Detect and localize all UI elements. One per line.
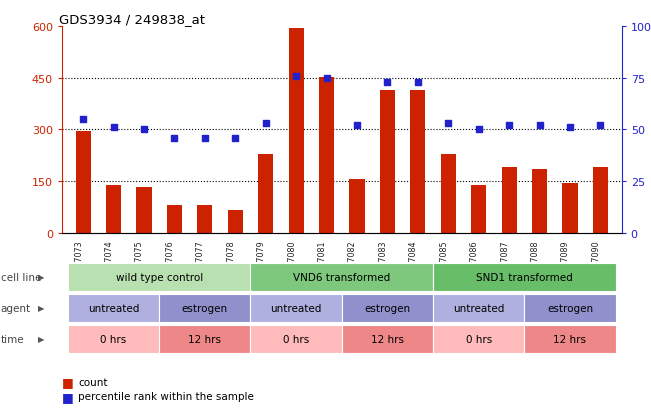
Bar [562, 183, 577, 233]
Bar [167, 206, 182, 233]
Text: time: time [1, 334, 24, 344]
Point [534, 123, 545, 129]
Point [565, 125, 575, 131]
Bar [441, 154, 456, 233]
Text: count: count [78, 377, 107, 387]
Text: agent: agent [1, 303, 31, 313]
Text: 0 hrs: 0 hrs [465, 334, 492, 344]
Text: GDS3934 / 249838_at: GDS3934 / 249838_at [59, 13, 205, 26]
Point [291, 73, 301, 80]
Text: ▶: ▶ [38, 273, 44, 282]
Text: ■: ■ [62, 375, 74, 389]
Text: untreated: untreated [270, 303, 322, 313]
Text: VND6 transformed: VND6 transformed [293, 272, 391, 282]
Point [230, 135, 240, 142]
Text: estrogen: estrogen [365, 303, 411, 313]
Bar [258, 154, 273, 233]
Text: untreated: untreated [453, 303, 505, 313]
Point [139, 127, 149, 133]
Bar [288, 29, 304, 233]
Text: wild type control: wild type control [116, 272, 203, 282]
Text: 0 hrs: 0 hrs [283, 334, 309, 344]
Text: cell line: cell line [1, 272, 41, 282]
Bar [501, 168, 517, 233]
Bar [137, 188, 152, 233]
Text: 12 hrs: 12 hrs [553, 334, 587, 344]
Point [413, 79, 423, 86]
Point [352, 123, 362, 129]
Text: percentile rank within the sample: percentile rank within the sample [78, 392, 254, 401]
Point [169, 135, 180, 142]
Text: estrogen: estrogen [547, 303, 593, 313]
Bar [76, 132, 90, 233]
Bar [471, 185, 486, 233]
Bar [228, 211, 243, 233]
Text: SND1 transformed: SND1 transformed [476, 272, 573, 282]
Text: 12 hrs: 12 hrs [371, 334, 404, 344]
Text: 12 hrs: 12 hrs [188, 334, 221, 344]
Bar [319, 78, 334, 233]
Text: ■: ■ [62, 390, 74, 403]
Point [443, 121, 454, 127]
Point [260, 121, 271, 127]
Text: ▶: ▶ [38, 335, 44, 344]
Bar [106, 185, 121, 233]
Bar [380, 90, 395, 233]
Point [382, 79, 393, 86]
Point [78, 116, 89, 123]
Text: untreated: untreated [88, 303, 139, 313]
Text: 0 hrs: 0 hrs [100, 334, 127, 344]
Point [504, 123, 514, 129]
Bar [593, 168, 608, 233]
Bar [532, 170, 547, 233]
Point [595, 123, 605, 129]
Point [200, 135, 210, 142]
Point [108, 125, 118, 131]
Point [322, 75, 332, 82]
Text: estrogen: estrogen [182, 303, 228, 313]
Text: ▶: ▶ [38, 304, 44, 313]
Bar [410, 90, 426, 233]
Point [473, 127, 484, 133]
Bar [197, 206, 212, 233]
Bar [350, 180, 365, 233]
